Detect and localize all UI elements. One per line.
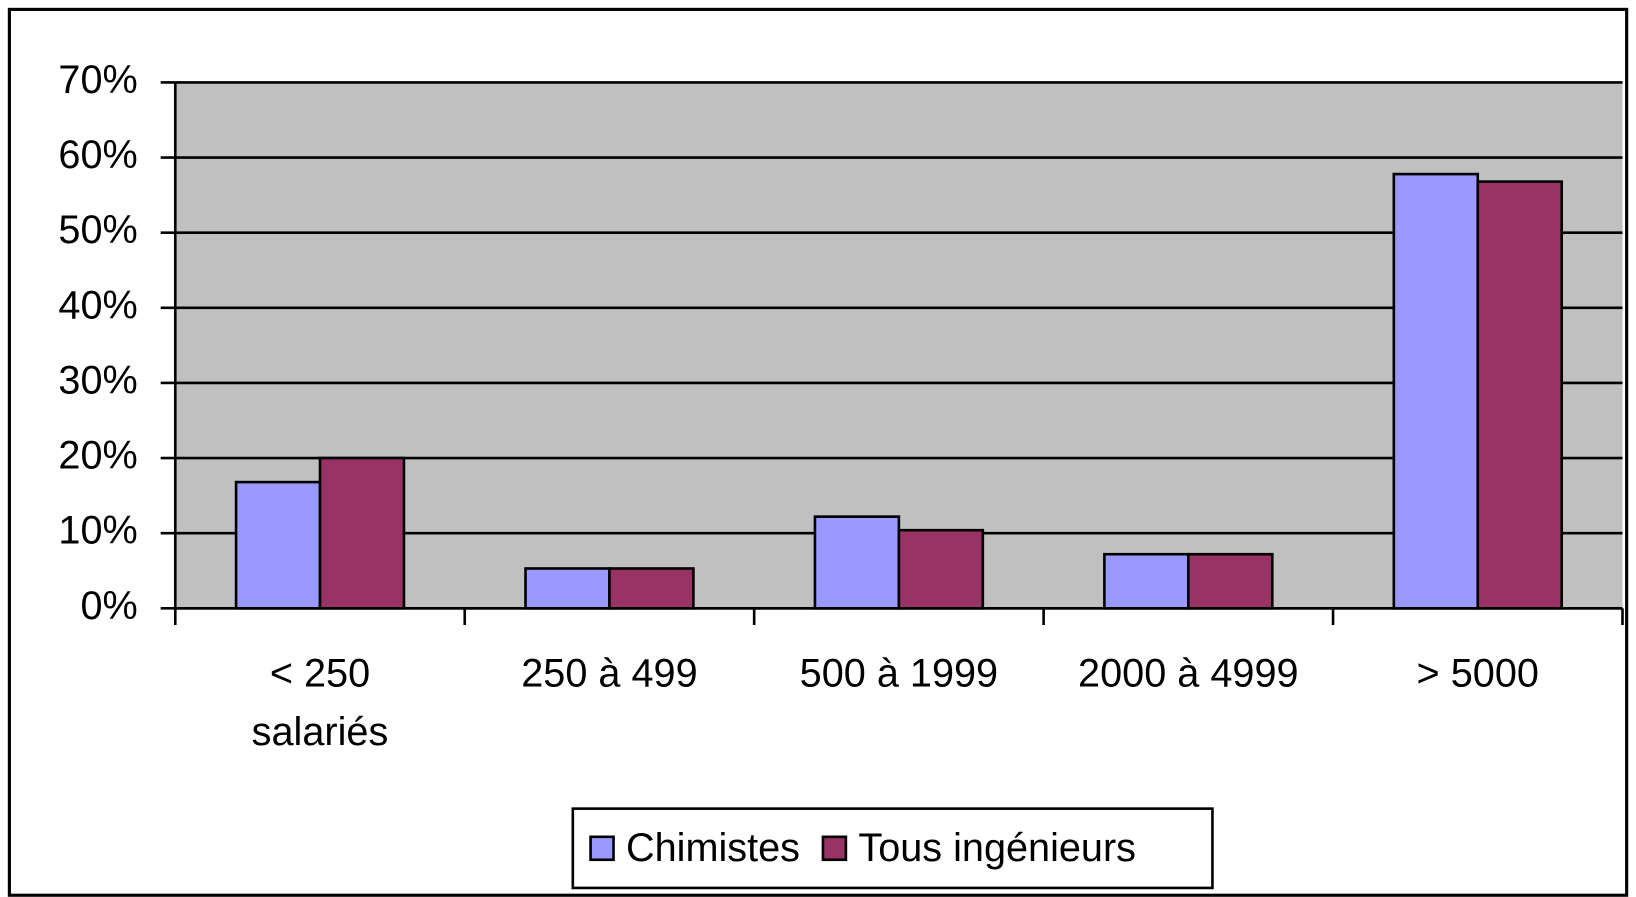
bar: [1476, 180, 1564, 610]
bar: [524, 567, 611, 610]
legend-box: [571, 807, 1214, 890]
bar: [318, 456, 406, 610]
bar: [813, 515, 901, 610]
legend-label: Chimistes: [626, 826, 800, 870]
bar: [234, 480, 322, 610]
bar: [1187, 552, 1274, 610]
legend-marker: [821, 835, 848, 862]
y-tick-label: 70%: [58, 58, 137, 102]
x-tick-label: 500 à 1999: [799, 652, 999, 696]
y-tick-label: 50%: [58, 208, 137, 252]
y-tick-label: 10%: [58, 509, 137, 553]
x-tick-label: 2000 à 4999: [1078, 652, 1299, 696]
legend-label: Tous ingénieurs: [858, 826, 1136, 870]
x-tick-label: > 5000: [1416, 652, 1539, 696]
bar: [608, 567, 695, 610]
y-tick-label: 40%: [58, 283, 137, 327]
bar: [1103, 552, 1190, 610]
bar: [897, 528, 985, 610]
legend-marker: [589, 835, 615, 862]
x-tick-label: < 250 salariés: [251, 652, 389, 755]
x-tick-label: 250 à 499: [521, 652, 698, 696]
y-tick-label: 60%: [58, 133, 137, 177]
y-tick-label: 20%: [58, 434, 137, 478]
bar: [1392, 172, 1480, 610]
y-tick-label: 0%: [80, 584, 137, 628]
y-tick-label: 30%: [58, 358, 137, 402]
